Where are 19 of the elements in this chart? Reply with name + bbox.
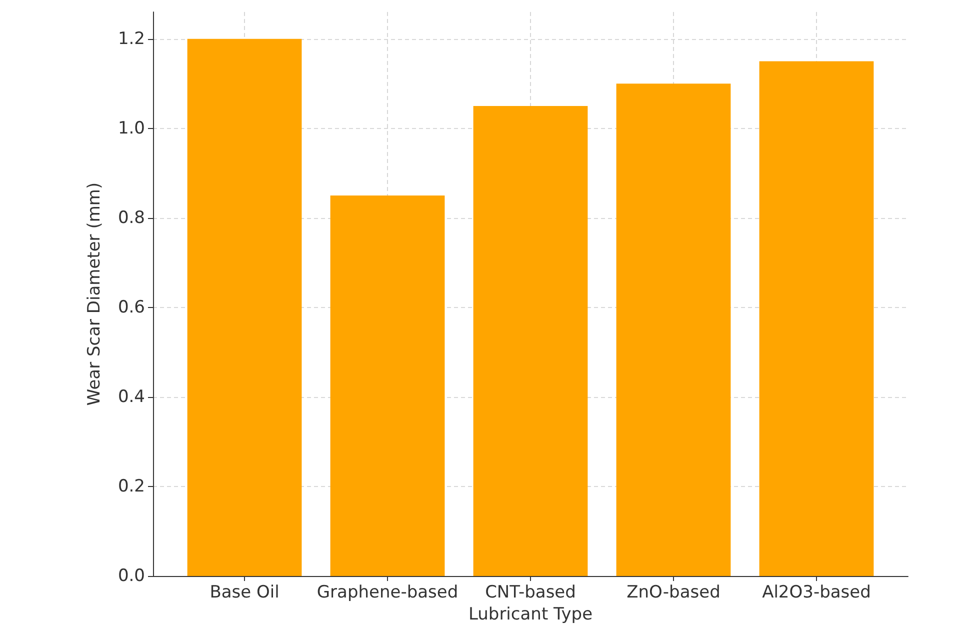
- bar: [616, 84, 731, 576]
- x-tick-label: Graphene-based: [316, 582, 458, 602]
- y-tick-label: 0.4: [118, 386, 145, 407]
- y-tick-label: 0.8: [118, 208, 145, 228]
- y-tick-label: 1.2: [118, 28, 145, 49]
- y-tick-label: 0.0: [118, 566, 145, 586]
- bar: [187, 38, 302, 576]
- x-tick-label: Base Oil: [210, 582, 280, 602]
- x-tick-label: CNT-based: [485, 582, 576, 602]
- bar: [473, 106, 588, 576]
- bar: [330, 196, 445, 576]
- x-tick-label: Al2O3-based: [762, 582, 871, 602]
- y-tick-label: 0.6: [118, 297, 145, 318]
- x-tick-label: ZnO-based: [626, 582, 720, 602]
- bar: [759, 61, 874, 576]
- y-tick-label: 0.2: [118, 476, 145, 496]
- y-axis-title: Wear Scar Diameter (mm): [84, 182, 104, 406]
- y-tick-label: 1.0: [118, 118, 145, 138]
- x-axis-title: Lubricant Type: [468, 604, 593, 624]
